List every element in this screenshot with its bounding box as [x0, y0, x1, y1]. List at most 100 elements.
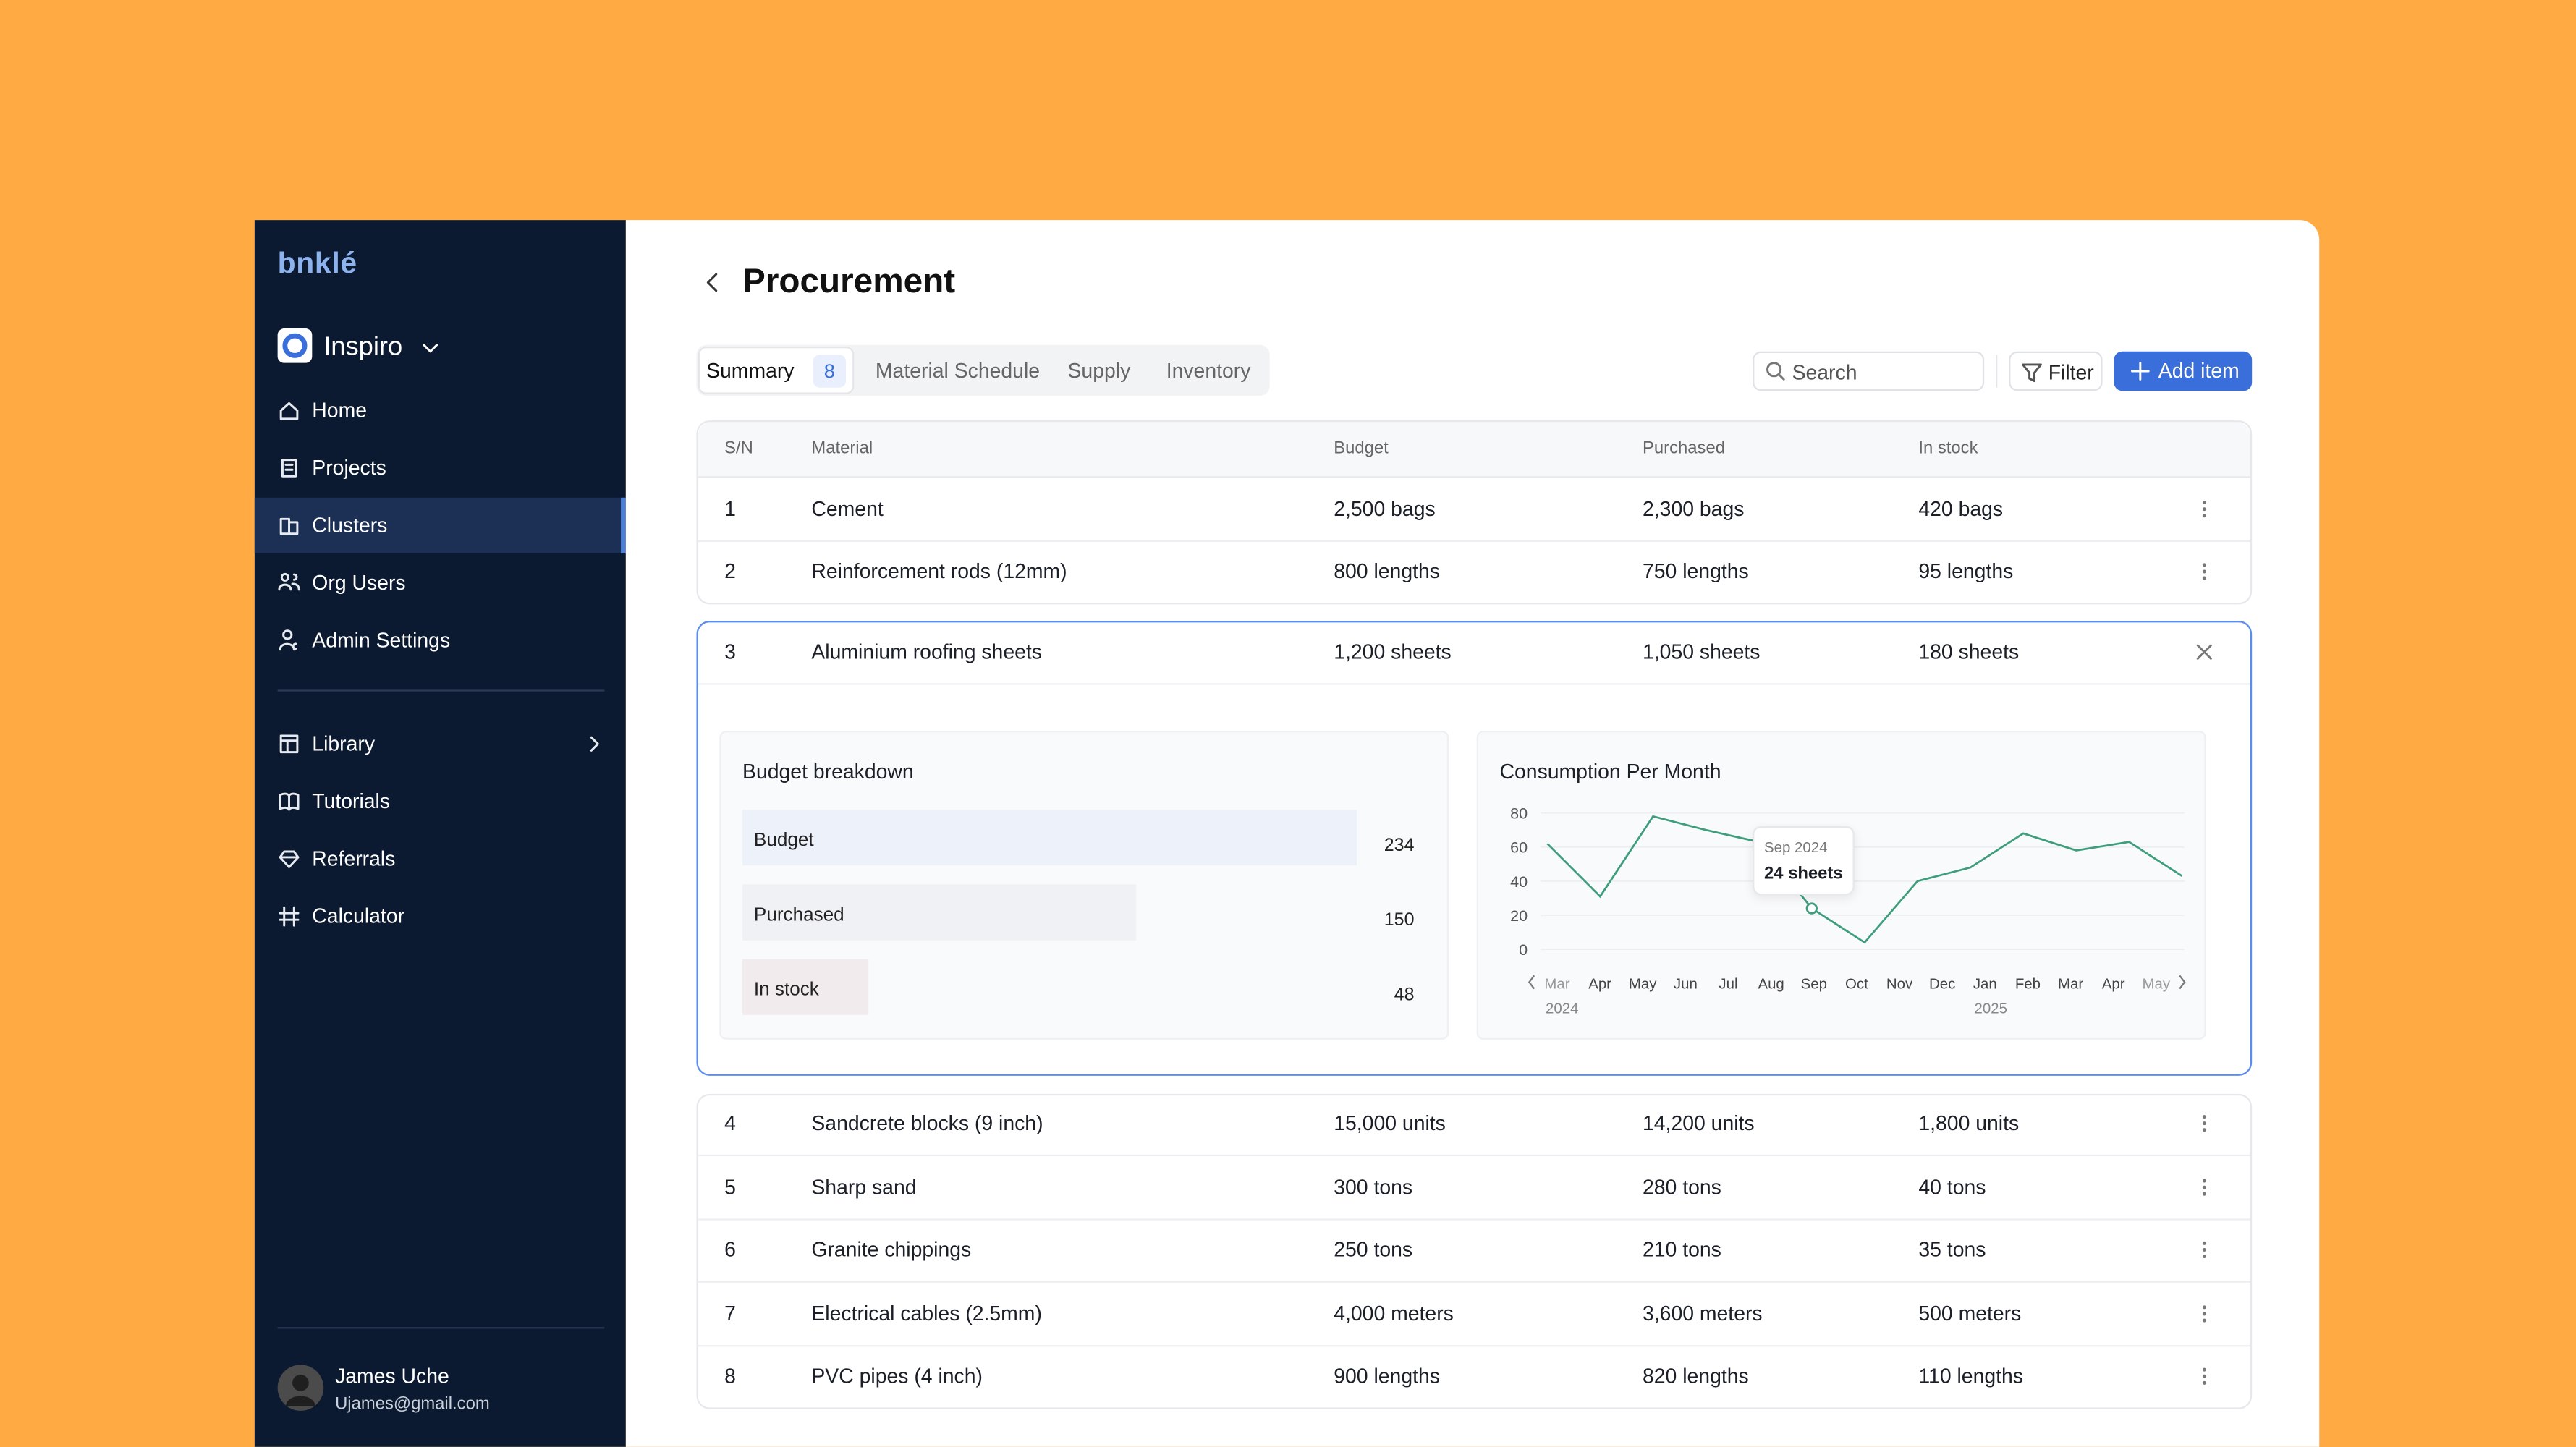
logo-ring: [282, 333, 308, 358]
table-header: [698, 422, 2250, 478]
row-menu[interactable]: [2192, 560, 2216, 583]
kebab-icon: [2202, 1179, 2206, 1196]
row-divider: [698, 1345, 2250, 1347]
row-menu[interactable]: [2192, 1365, 2216, 1388]
nav-label: Referrals: [312, 847, 396, 871]
x-tick-label: Apr: [2102, 977, 2125, 993]
table-cell: 15,000 units: [1334, 1111, 1446, 1135]
filter-icon: [2022, 363, 2042, 383]
nav-label: Org Users: [312, 571, 406, 595]
line: [1546, 815, 2183, 944]
nav-label: Tutorials: [312, 789, 391, 813]
tab-active[interactable]: Summary 8: [698, 346, 855, 394]
row-menu[interactable]: [2192, 1239, 2216, 1262]
nav-item[interactable]: Tutorials: [255, 773, 626, 829]
dot: [2202, 1128, 2206, 1132]
nav-item[interactable]: Library: [255, 716, 626, 772]
nav-item[interactable]: Home: [255, 383, 626, 438]
column-header: In stock: [1918, 438, 1978, 459]
table-cell: 1,200 sheets: [1334, 640, 1452, 664]
row-menu[interactable]: [2192, 1112, 2216, 1135]
table-cell: 420 bags: [1918, 497, 2004, 521]
add-button[interactable]: Add item: [2114, 351, 2253, 391]
bar-value: 234: [1384, 835, 1415, 855]
year-label: 2025: [1975, 1001, 2007, 1017]
dot: [2202, 501, 2206, 505]
dot: [2202, 1185, 2206, 1189]
table-cell: 40 tons: [1918, 1176, 1986, 1200]
nav-icon-shape: [279, 850, 300, 869]
nav-label: Library: [312, 732, 376, 756]
sidebar: bnklé Inspiro Home Projects Clusters Org User…: [254, 220, 626, 1447]
nav-icon-shape: [279, 906, 300, 927]
table-cell: 4,000 meters: [1334, 1302, 1454, 1325]
nav-icon: [281, 459, 297, 478]
chart-title: Budget breakdown: [742, 760, 914, 784]
workspace-name: Inspiro: [323, 333, 403, 362]
table-cell: 14,200 units: [1643, 1111, 1755, 1135]
tab[interactable]: Supply: [1067, 360, 1131, 383]
y-tick-label: 0: [1519, 941, 1528, 959]
avatar-head: [292, 1374, 309, 1391]
nav-item[interactable]: Org Users: [255, 555, 626, 611]
row-menu[interactable]: [2192, 1176, 2216, 1199]
chevron-right: [590, 736, 599, 752]
tooltip-value: 24 sheets: [1763, 864, 1843, 884]
dot: [2202, 1367, 2206, 1372]
dot: [2202, 1305, 2206, 1310]
bar-value: 48: [1394, 984, 1415, 1004]
dot: [2202, 576, 2206, 580]
workspace-switcher[interactable]: Inspiro: [277, 328, 459, 368]
table-group: [696, 1093, 2253, 1409]
column-header: Material: [811, 438, 873, 459]
table-cell: 210 tons: [1643, 1238, 1721, 1262]
x-tick-label: May: [2143, 977, 2171, 993]
x-tick-label: Sep: [1801, 977, 1827, 993]
row-menu[interactable]: [2192, 498, 2216, 521]
bar: [742, 810, 1357, 866]
x-tick-label: Feb: [2015, 977, 2041, 993]
filter-icon-shape: [2022, 363, 2042, 383]
search-input[interactable]: Search: [1753, 351, 1985, 391]
avatar-body: [285, 1396, 315, 1406]
table-cell: 800 lengths: [1334, 560, 1440, 583]
table-cell: 900 lengths: [1334, 1365, 1440, 1388]
close-icon-shape: [2196, 644, 2212, 660]
filter-label: Filter: [2048, 361, 2094, 385]
y-tick-label: 60: [1510, 839, 1528, 857]
tab[interactable]: Inventory: [1166, 360, 1251, 383]
table-cell: Granite chippings: [811, 1238, 972, 1262]
back-icon: [706, 273, 718, 292]
divider: [277, 1327, 605, 1329]
table-cell: Electrical cables (2.5mm): [811, 1302, 1042, 1325]
expanded-row: [696, 621, 2253, 1076]
filter-button[interactable]: Filter: [2009, 351, 2103, 391]
dot: [2202, 563, 2206, 567]
dot: [2202, 569, 2206, 574]
column-header: Purchased: [1643, 438, 1725, 459]
table-cell: 2,300 bags: [1643, 497, 1745, 521]
table-cell: 820 lengths: [1643, 1365, 1749, 1388]
nav-icon: [279, 850, 300, 869]
nav-item[interactable]: Projects: [255, 440, 626, 496]
row-divider: [698, 1281, 2250, 1283]
nav-item[interactable]: Referrals: [255, 831, 626, 887]
nav-item[interactable]: Calculator: [255, 888, 626, 944]
row-menu[interactable]: [2192, 1302, 2216, 1325]
chevron-down-shape: [423, 344, 438, 353]
nav-item[interactable]: Admin Settings: [255, 613, 626, 669]
back-button[interactable]: [700, 269, 726, 295]
table-cell: 180 sheets: [1918, 640, 2020, 664]
dot: [2202, 507, 2206, 512]
close-button[interactable]: [2192, 640, 2216, 663]
x-tick-label: Jan: [1973, 977, 1997, 993]
nav-item[interactable]: Clusters: [254, 497, 626, 553]
bar-label: In stock: [754, 978, 820, 1000]
table-cell: Sharp sand: [811, 1176, 917, 1200]
search-icon-shape: [1766, 362, 1785, 381]
tab[interactable]: Material Schedule: [875, 360, 1041, 383]
nav-label: Home: [312, 399, 367, 423]
avatar: [277, 1365, 324, 1411]
bar: [742, 884, 1137, 941]
